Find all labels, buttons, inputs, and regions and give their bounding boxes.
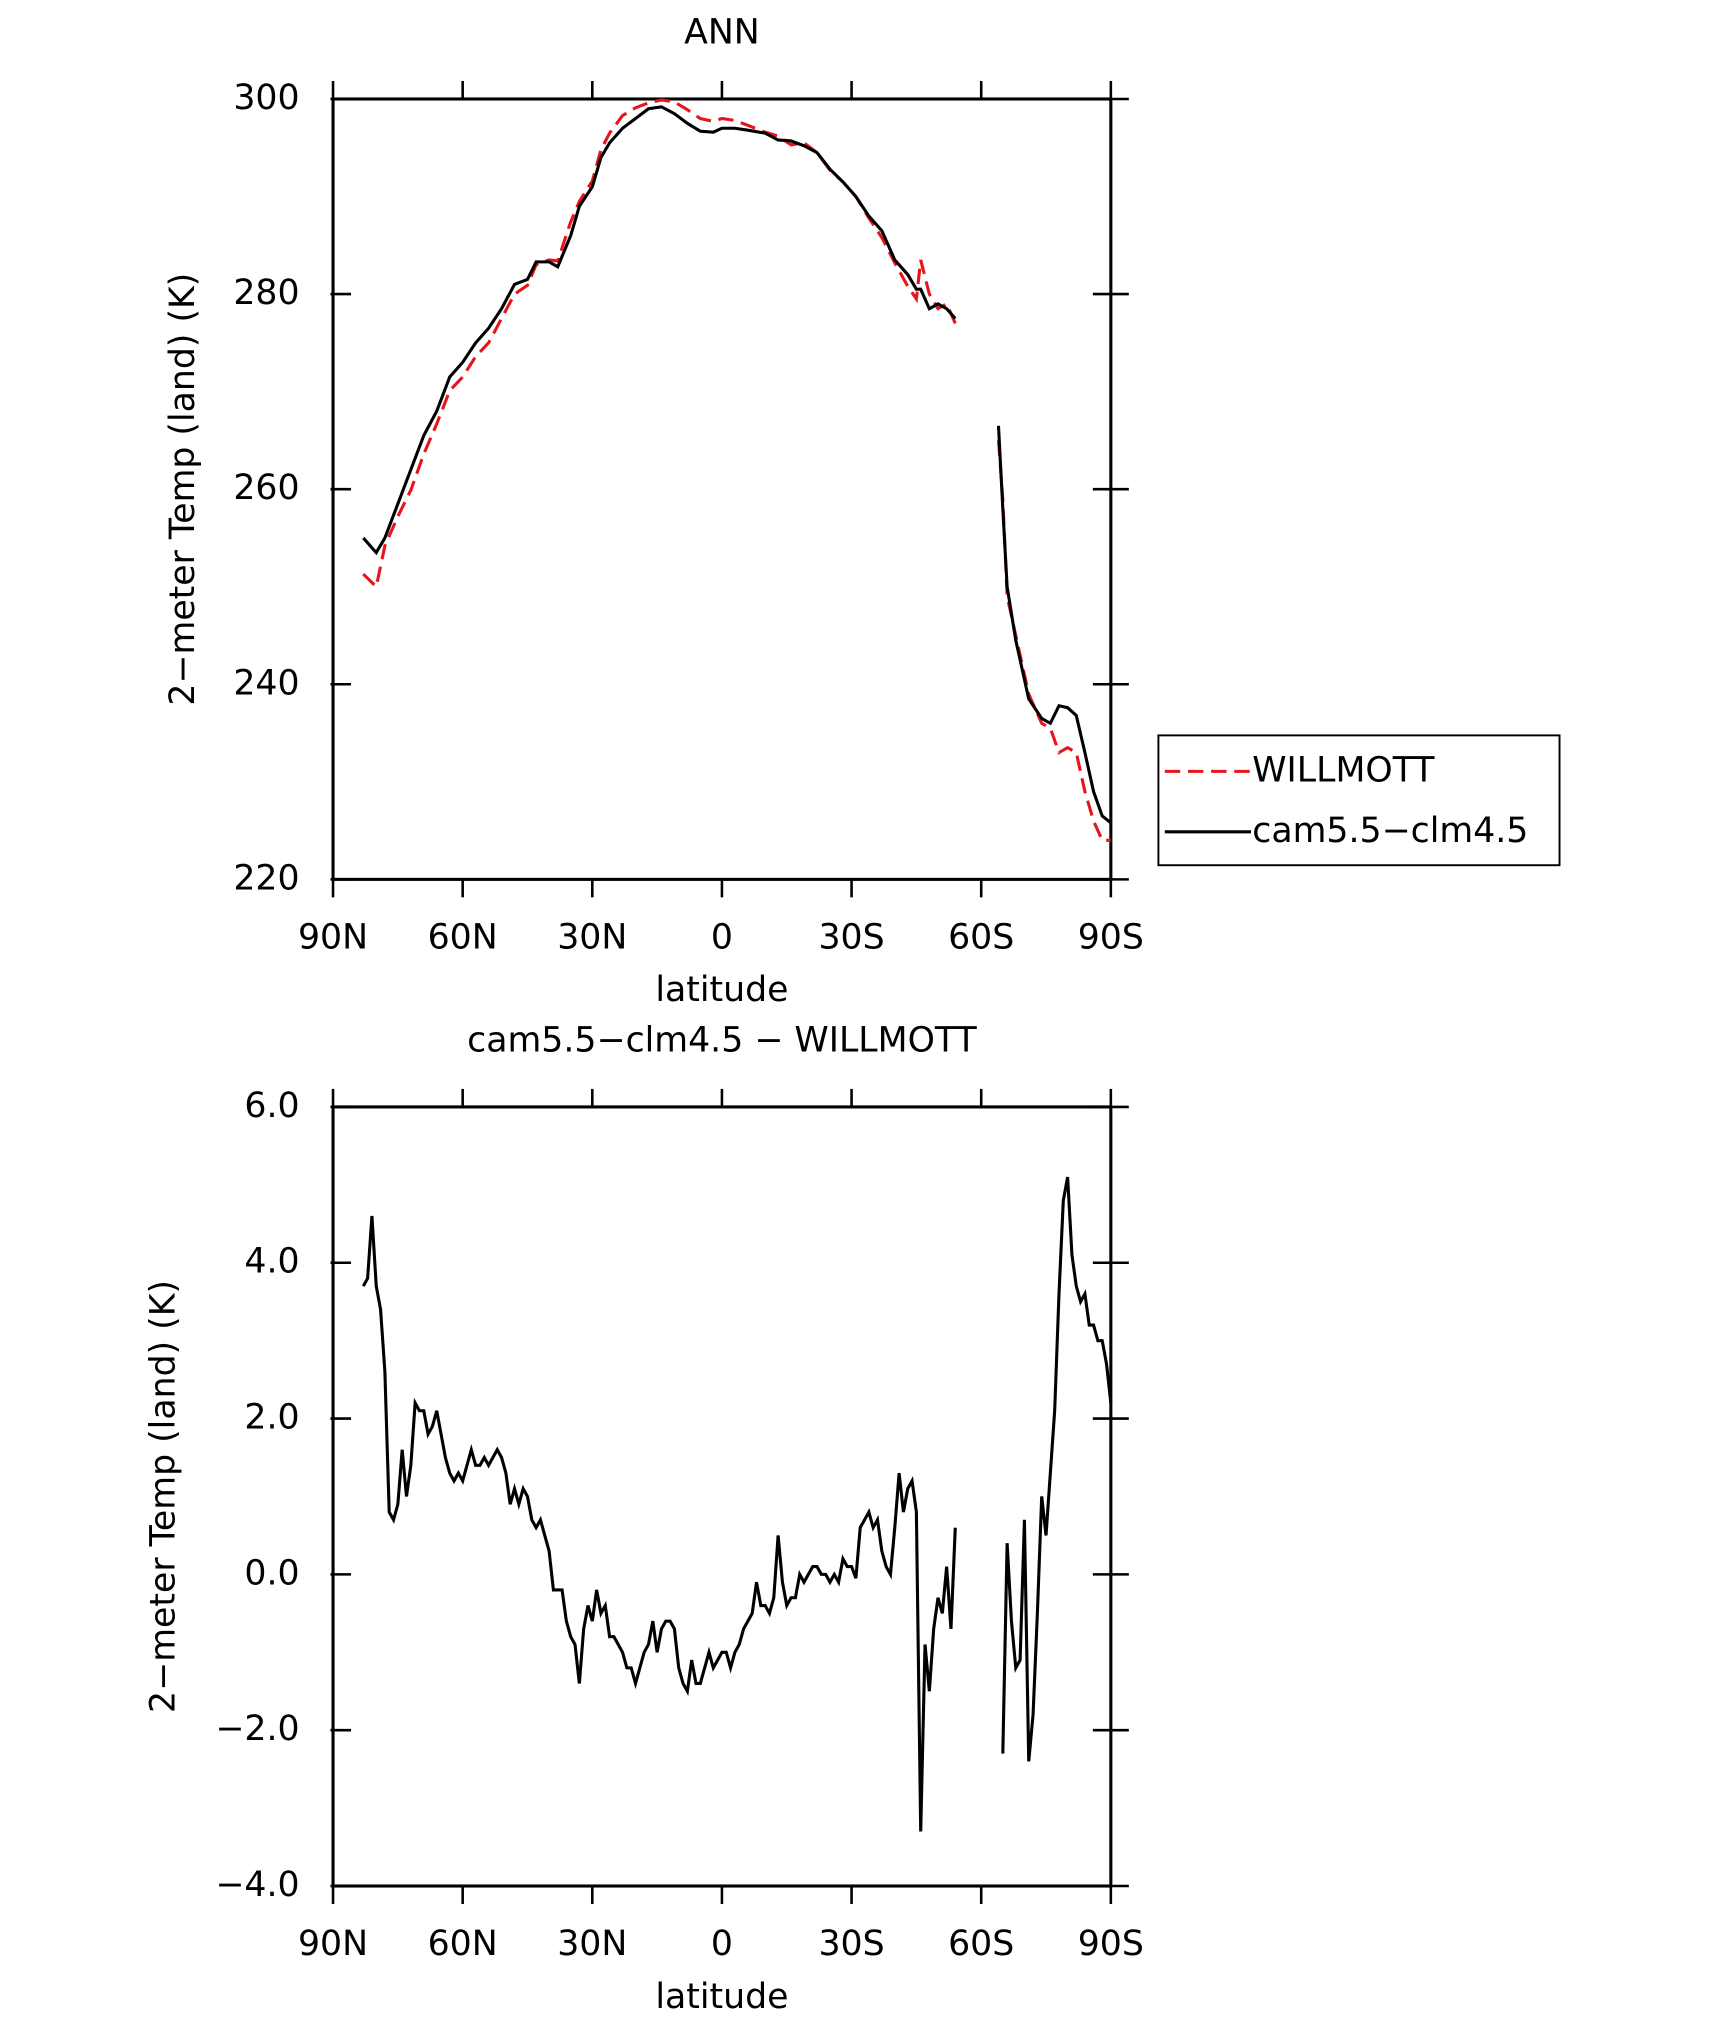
chart-title: cam5.5−clm4.5 − WILLMOTT [467,1020,977,1060]
chart-title: ANN [684,12,760,52]
data-line [361,1176,1113,1832]
x-tick-label: 60N [428,1924,498,1964]
data-line [362,98,1111,842]
x-tick-label: 60N [428,918,498,958]
x-tick-label: 30N [557,918,627,958]
x-tick-label: 0 [711,918,733,958]
x-tick-label: 90S [1078,918,1144,958]
x-axis-label: latitude [655,970,788,1010]
y-tick-label: −2.0 [215,1709,299,1749]
plot-frame [331,1105,1113,1888]
y-tick-label: 220 [233,858,299,898]
plot-frame [331,97,1113,881]
y-axis-label: 2−meter Temp (land) (K) [163,273,203,706]
x-tick-label: 30S [818,918,884,958]
x-tick-label: 60S [948,1924,1014,1964]
y-tick-label: −4.0 [215,1865,299,1905]
y-tick-label: 280 [233,273,299,313]
x-tick-label: 90S [1078,1924,1144,1964]
x-tick-label: 60S [948,918,1014,958]
x-axis-label: latitude [655,1977,788,2017]
data-line [362,105,1112,824]
x-tick-label: 30N [557,1924,627,1964]
x-tick-label: 0 [711,1924,733,1964]
y-tick-label: 6.0 [244,1086,299,1126]
y-tick-label: 4.0 [244,1242,299,1282]
legend-label: cam5.5−clm4.5 [1252,811,1528,851]
x-tick-label: 90N [298,1924,368,1964]
y-tick-label: 0.0 [244,1553,299,1593]
y-tick-label: 240 [233,663,299,703]
y-tick-label: 2.0 [244,1398,299,1438]
y-tick-label: 260 [233,468,299,508]
legend-label: WILLMOTT [1252,750,1435,790]
y-tick-label: 300 [233,78,299,118]
legend-box [1157,734,1561,867]
x-tick-label: 90N [298,918,368,958]
y-axis-label: 2−meter Temp (land) (K) [144,1280,184,1713]
x-tick-label: 30S [818,1924,884,1964]
